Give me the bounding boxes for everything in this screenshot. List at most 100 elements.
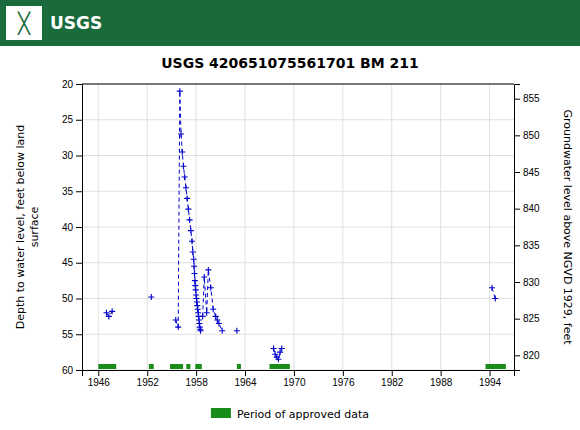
tick-mark (76, 370, 82, 371)
frame-top (82, 84, 514, 85)
tick: 1970 (283, 370, 306, 388)
logo-glyph: ╳ (17, 11, 31, 35)
tick-mark (76, 156, 82, 157)
tick: 30 (62, 150, 82, 161)
approved-period (237, 364, 241, 369)
tick: 55 (62, 329, 82, 340)
y2-axis: 855 850 845 840 835 830 825 820 (514, 85, 540, 371)
data-point (188, 228, 194, 234)
data-point (489, 285, 495, 291)
tick-mark (76, 84, 82, 85)
grid (82, 84, 514, 370)
tick-label: 60 (62, 365, 74, 376)
approved-period (186, 364, 190, 369)
tick-label: 830 (523, 277, 540, 288)
tick-label: 820 (523, 350, 540, 361)
data-point (177, 88, 183, 94)
approved-period (149, 364, 154, 369)
approved-period (195, 364, 202, 369)
tick: 825 (514, 313, 540, 324)
data-point (492, 296, 498, 302)
tick: 1958 (185, 370, 208, 388)
tick: 1994 (479, 370, 502, 388)
tick-label: 1946 (88, 377, 111, 388)
tick-mark (76, 334, 82, 335)
grid-line (82, 84, 514, 85)
tick-label: 20 (62, 79, 74, 90)
tick-mark (147, 370, 148, 376)
tick: 1946 (88, 370, 111, 388)
x-axis: 1946 1952 1958 1964 1970 1976 1982 1988 1994 (83, 370, 515, 388)
grid-line (82, 191, 514, 192)
data-point (178, 131, 184, 137)
data-point (191, 256, 197, 262)
tick: 25 (62, 114, 82, 125)
data-point (179, 149, 185, 155)
grid-line (82, 155, 514, 156)
tick-mark (514, 172, 520, 173)
tick: 1952 (137, 370, 160, 388)
legend-label: Period of approved data (237, 408, 369, 421)
logo-box (6, 6, 42, 40)
grid-line (82, 334, 514, 335)
tick: 35 (62, 186, 82, 197)
tick: 1964 (234, 370, 257, 388)
tick-label: 840 (523, 203, 540, 214)
tick-mark (441, 370, 442, 376)
axis-line (76, 85, 83, 371)
tick-label: 40 (62, 222, 74, 233)
legend: Period of approved data (211, 408, 369, 421)
data-point (204, 310, 210, 316)
tick-mark (514, 282, 520, 283)
tick-mark (196, 370, 197, 376)
axis-line (83, 371, 515, 377)
tick: 855 (514, 93, 540, 104)
data-point (106, 313, 112, 319)
tick-mark (76, 120, 82, 121)
approved-period (269, 364, 289, 369)
grid-line (82, 298, 514, 299)
approved-period (170, 364, 183, 369)
data-point (216, 321, 222, 327)
data-line (106, 91, 495, 359)
tick: 1988 (430, 370, 453, 388)
data-point (208, 285, 214, 291)
tick-mark (514, 99, 520, 100)
tick: 850 (514, 130, 540, 141)
data-point (279, 346, 285, 352)
tick-mark (76, 191, 82, 192)
tick-label: 55 (62, 329, 74, 340)
y-axis: 202530354045505560 (62, 79, 83, 376)
tick-mark (343, 370, 344, 376)
data-point (184, 195, 190, 201)
tick: 840 (514, 203, 540, 214)
tick-label: 835 (523, 240, 540, 251)
tick-mark (514, 355, 520, 356)
data-point (173, 317, 179, 323)
tick-label: 825 (523, 313, 540, 324)
tick-label: 30 (62, 150, 74, 161)
data-point (234, 328, 240, 334)
header: ╳USGS (0, 0, 580, 46)
tick: 20 (62, 79, 82, 90)
tick: 1982 (381, 370, 404, 388)
data-point (190, 249, 196, 255)
tick-label: 35 (62, 186, 74, 197)
data-point (200, 313, 206, 319)
tick-label: 1976 (332, 377, 355, 388)
tick-mark (245, 370, 246, 376)
approved-period (485, 364, 505, 369)
tick-mark (514, 245, 520, 246)
tick-mark (514, 319, 520, 320)
tick-label: 1982 (381, 377, 404, 388)
tick-mark (490, 370, 491, 376)
y-axis-title: Depth to water level, feet below landsur… (14, 125, 41, 330)
tick: 60 (62, 365, 82, 376)
data-point (185, 206, 191, 212)
approved-period (98, 364, 116, 369)
tick-mark (98, 370, 99, 376)
tick-mark (76, 299, 82, 300)
grid-line (82, 227, 514, 228)
tick: 845 (514, 167, 540, 178)
data-point (219, 328, 225, 334)
